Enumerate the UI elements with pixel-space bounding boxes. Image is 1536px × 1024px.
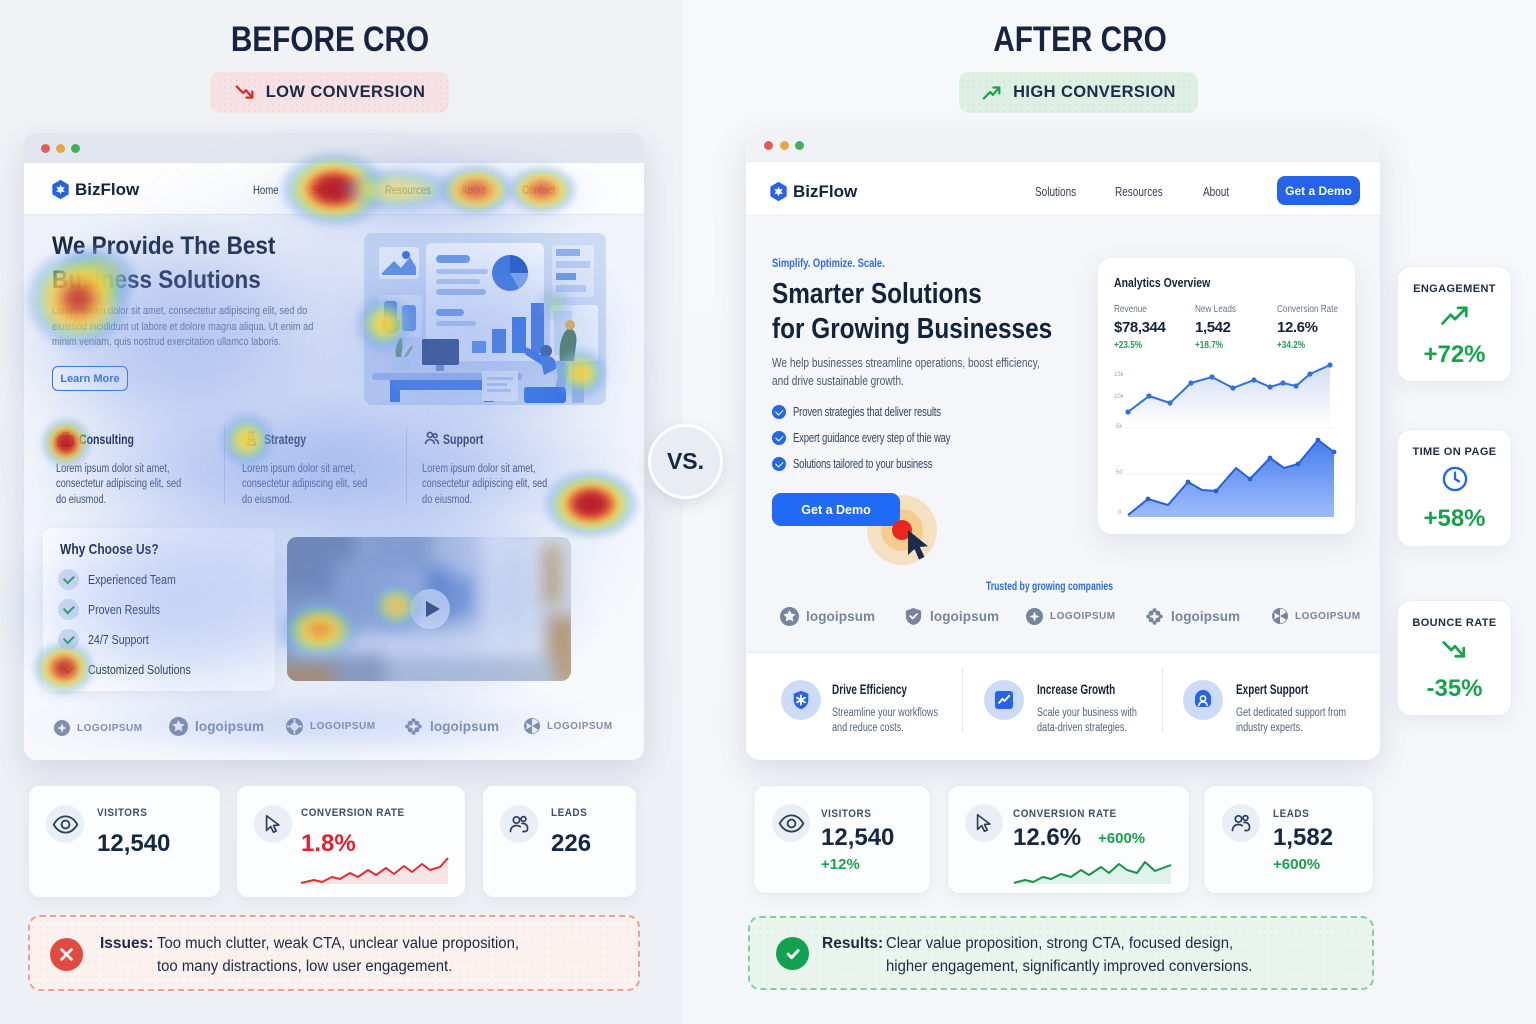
svg-text:50: 50 [1116, 470, 1123, 476]
svg-text:10k: 10k [1114, 394, 1125, 400]
svg-text:0: 0 [1118, 510, 1122, 516]
svg-text:15k: 15k [1114, 372, 1125, 378]
svg-text:5k: 5k [1116, 424, 1123, 430]
